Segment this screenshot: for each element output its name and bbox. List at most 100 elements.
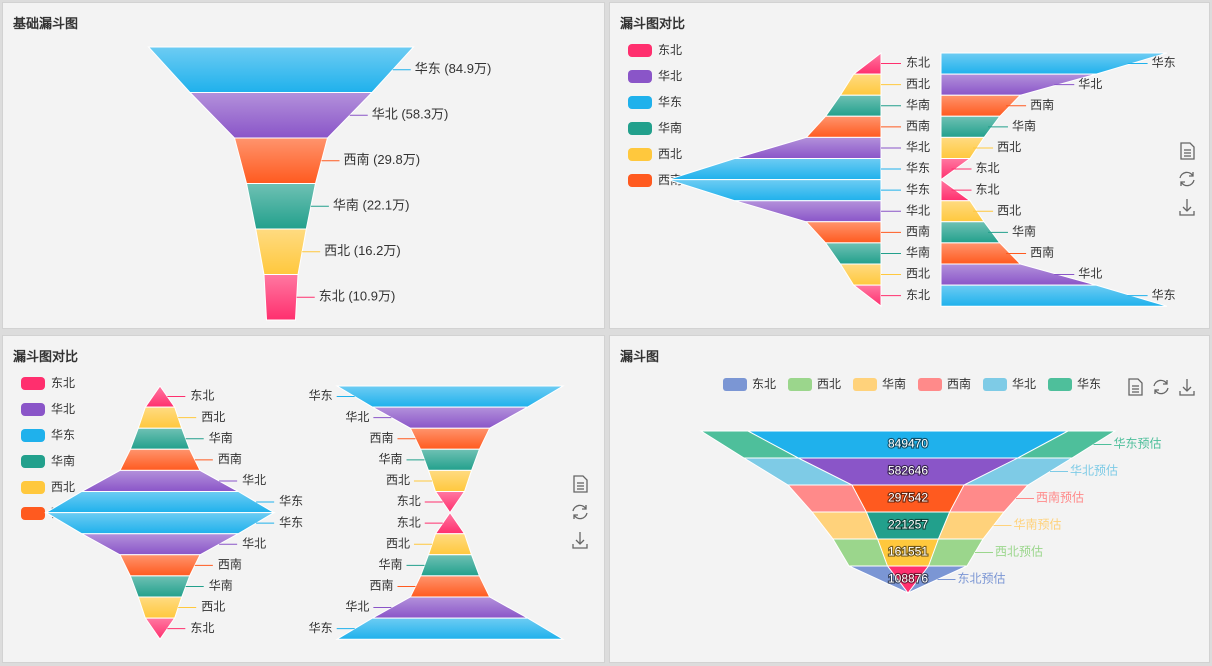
segment-label: 东北 — [976, 161, 1000, 175]
legend-swatch[interactable] — [21, 507, 45, 520]
funnel-segment-华南[interactable] — [824, 242, 882, 265]
value-label: 297542 — [888, 491, 928, 505]
funnel-segment-西北[interactable] — [427, 533, 473, 556]
download-icon[interactable] — [1179, 199, 1195, 216]
panel-basic-funnel: 基础漏斗图 华东 (84.9万) 华北 (58.3万) 西南 (29.8万) 华南 (… — [2, 2, 605, 329]
funnel-segment-华东[interactable] — [667, 179, 882, 202]
segment-label: 西南 — [1030, 245, 1054, 260]
segment-label: 西南 — [1030, 97, 1054, 112]
refresh-icon[interactable] — [572, 504, 588, 520]
document-icon[interactable] — [1128, 378, 1143, 396]
funnel-segment-华南[interactable] — [129, 575, 191, 598]
funnel-segment-西南[interactable] — [409, 427, 491, 450]
forecast-label: 东北预估 — [958, 572, 1006, 586]
refresh-icon[interactable] — [1153, 379, 1169, 395]
forecast-label: 华南预估 — [1014, 517, 1062, 532]
legend-swatch[interactable] — [628, 174, 652, 187]
legend-swatch[interactable] — [1048, 378, 1072, 391]
segment-label: 华东 (84.9万) — [415, 61, 492, 76]
segment-label: 华南 — [906, 97, 930, 112]
segment-label: 华东 — [1152, 56, 1176, 70]
panel-funnel-compare-1: 漏斗图对比 东北 华北 华东 华南 西北 西南 东北 西北 华南 西南 华北 华东 华东 华北 西南 华南 西北… — [609, 2, 1210, 329]
funnel-segment-华东[interactable] — [44, 491, 276, 514]
segment-label: 华北 — [345, 410, 369, 424]
legend-swatch[interactable] — [983, 378, 1007, 391]
funnel-segment-西南[interactable] — [805, 115, 882, 138]
legend-label: 西南 — [947, 376, 971, 391]
actual-segment-东北[interactable] — [886, 565, 930, 594]
panel-funnel-compare-2: 漏斗图对比 东北华北华东华南西北西南东北西北华南西南华北华东华东华北西南华南西北… — [2, 335, 605, 663]
legend-swatch[interactable] — [628, 70, 652, 83]
funnel-segment-华东[interactable] — [667, 158, 882, 181]
segment-label: 东北 — [397, 515, 421, 529]
funnel-segment-华北[interactable] — [734, 200, 882, 223]
legend-label: 西北 — [658, 147, 682, 161]
legend-swatch[interactable] — [628, 122, 652, 135]
segment-label: 东北 — [190, 621, 214, 635]
forecast-label: 西南预估 — [1036, 490, 1084, 505]
legend-swatch[interactable] — [723, 378, 747, 391]
funnel-segment-西南[interactable] — [119, 448, 201, 471]
segment-label: 华南 — [378, 557, 402, 572]
document-icon[interactable] — [573, 475, 588, 493]
legend-label: 华东 — [658, 95, 682, 109]
segment-label: 华南 — [209, 578, 233, 593]
funnel-segment-西北[interactable] — [839, 263, 882, 286]
segment-label: 东北 — [906, 56, 930, 70]
funnel-segment-东北[interactable] — [852, 284, 882, 308]
funnel-segment-华南[interactable] — [419, 448, 481, 471]
funnel-segment-华北[interactable] — [188, 92, 374, 139]
legend-swatch[interactable] — [21, 377, 45, 390]
legend-label: 华东 — [51, 428, 75, 442]
funnel-segment-西北[interactable] — [839, 73, 882, 96]
legend-label: 华北 — [658, 69, 682, 83]
funnel-segment-华北[interactable] — [370, 406, 530, 429]
legend-swatch[interactable] — [21, 403, 45, 416]
basic-funnel-chart: 华东 (84.9万) 华北 (58.3万) 西南 (29.8万) 华南 (22.1万)… — [147, 46, 492, 321]
legend-swatch[interactable] — [21, 429, 45, 442]
legend-swatch[interactable] — [788, 378, 812, 391]
funnel-segment-华东[interactable] — [44, 512, 276, 535]
funnel-segment-西南[interactable] — [119, 554, 201, 577]
legend-swatch[interactable] — [21, 481, 45, 494]
funnel-segment-华东[interactable] — [940, 284, 1168, 307]
legend-swatch[interactable] — [628, 96, 652, 109]
legend-swatch[interactable] — [628, 44, 652, 57]
funnel-segment-华北[interactable] — [81, 469, 239, 492]
funnel-segment-华东[interactable] — [335, 385, 565, 408]
legend-swatch[interactable] — [21, 455, 45, 468]
segment-label: 华南 — [906, 245, 930, 260]
legend-swatch[interactable] — [918, 378, 942, 391]
funnel-segment-华东[interactable] — [147, 46, 415, 93]
funnel-segment-华东[interactable] — [335, 617, 565, 640]
funnel-segment-东北[interactable] — [263, 274, 299, 321]
forecast-label: 西北预估 — [995, 545, 1043, 559]
funnel-segment-西南[interactable] — [409, 575, 491, 598]
legend-swatch[interactable] — [628, 148, 652, 161]
segment-label: 华北 (58.3万) — [372, 107, 449, 122]
funnel-segment-华北[interactable] — [370, 596, 530, 619]
download-icon[interactable] — [572, 532, 588, 549]
value-label: 849470 — [888, 437, 928, 451]
funnel-segment-西南[interactable] — [805, 221, 882, 244]
funnel-segment-华南[interactable] — [419, 554, 481, 577]
funnel-segment-东北[interactable] — [852, 51, 882, 75]
funnel-segment-西北[interactable] — [255, 228, 307, 275]
funnel-segment-西南[interactable] — [233, 137, 329, 184]
funnel-segment-西北[interactable] — [137, 406, 183, 429]
refresh-icon[interactable] — [1179, 171, 1195, 187]
funnel-segment-华南[interactable] — [129, 427, 191, 450]
funnel-segment-西北[interactable] — [137, 596, 183, 619]
funnel-segment-华南[interactable] — [824, 94, 882, 117]
segment-label: 华北 — [906, 203, 930, 217]
document-icon[interactable] — [1180, 142, 1195, 160]
funnel-segment-华北[interactable] — [81, 533, 239, 556]
legend-swatch[interactable] — [853, 378, 877, 391]
funnel-segment-华南[interactable] — [245, 183, 317, 230]
download-icon[interactable] — [1179, 379, 1195, 396]
segment-label: 华东 — [309, 389, 333, 403]
funnel-segment-西北[interactable] — [427, 469, 473, 492]
funnel-segment-华北[interactable] — [734, 136, 882, 159]
segment-label: 华南 — [1012, 224, 1036, 239]
legend-label: 华南 — [658, 120, 682, 135]
